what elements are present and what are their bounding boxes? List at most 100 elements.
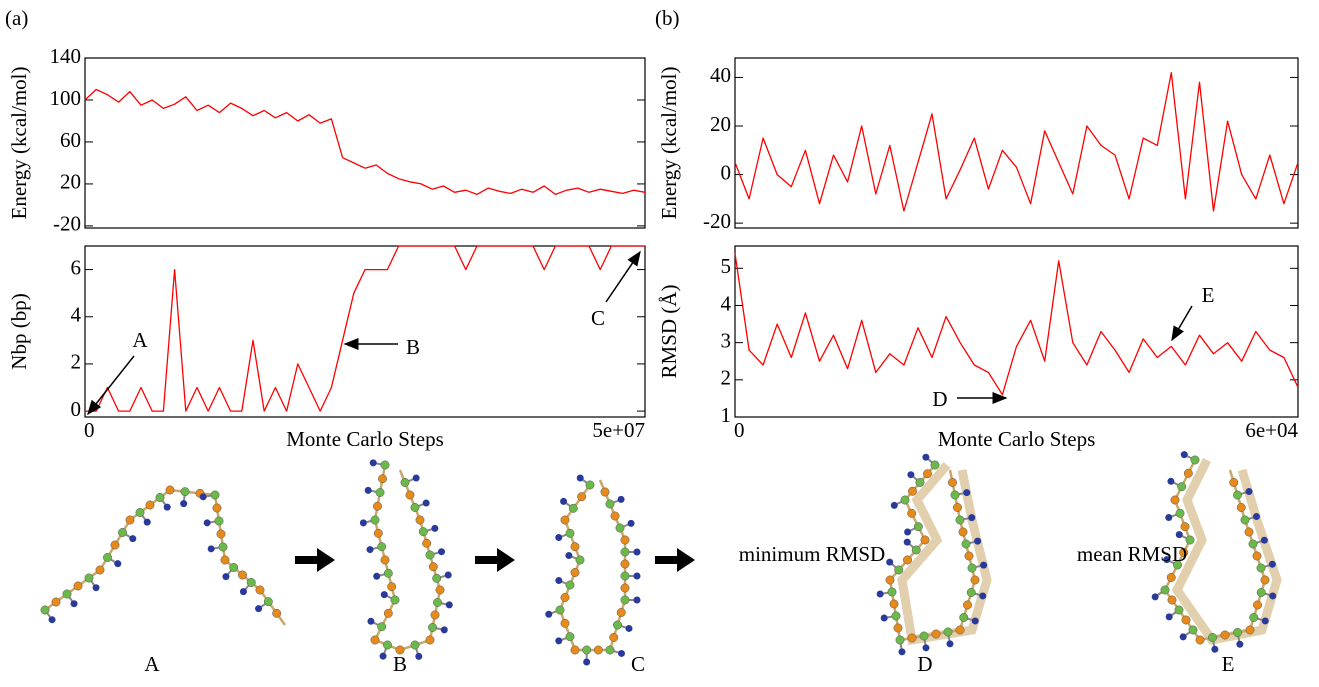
structure-caption: mean RMSD	[1077, 542, 1187, 566]
phosphate-atom	[620, 583, 630, 593]
sugar-atom	[585, 480, 595, 490]
sugar-atom	[263, 597, 273, 607]
sugar-atom	[410, 503, 420, 512]
plot-frame	[84, 245, 646, 418]
structure-label: C	[631, 652, 645, 676]
base-atom	[979, 592, 987, 600]
panel-label: (a)	[5, 6, 28, 30]
sugar-atom	[930, 460, 940, 470]
phosphate-atom	[405, 490, 415, 500]
phosphate-atom	[1244, 527, 1254, 537]
sugar-atom	[1233, 628, 1242, 637]
sugar-atom	[383, 568, 393, 578]
base-atom	[48, 616, 56, 624]
sugar-atom	[1208, 633, 1217, 642]
phosphate-atom	[216, 529, 226, 539]
annotation: C	[591, 306, 605, 330]
sugar-atom	[246, 578, 256, 587]
phosphate-atom	[387, 582, 397, 592]
base-atom	[1151, 593, 1159, 601]
molecule	[1151, 451, 1282, 653]
sugar-atom	[370, 515, 380, 525]
base-atom	[583, 658, 591, 666]
base-atom	[129, 535, 137, 543]
phosphate-atom	[1253, 600, 1262, 610]
phosphate-atom	[903, 555, 912, 565]
base-atom	[70, 600, 78, 608]
sugar-atom	[605, 645, 615, 655]
phosphate-atom	[73, 581, 83, 591]
y-tick-label: -20	[703, 209, 731, 233]
base-atom	[92, 584, 100, 592]
base-atom	[364, 486, 372, 494]
phosphate-atom	[907, 508, 917, 518]
phosphate-atom	[610, 511, 620, 521]
phosphate-atom	[435, 585, 445, 595]
phosphate-atom	[600, 487, 610, 497]
sugar-atom	[229, 563, 239, 572]
base-atom	[1261, 617, 1269, 625]
sugar-atom	[390, 595, 400, 605]
sugar-atom	[620, 571, 630, 581]
structure-caption: minimum RMSD	[739, 542, 885, 566]
sugar-atom	[620, 595, 630, 605]
base-atom	[1269, 592, 1277, 600]
phosphate-atom	[963, 600, 972, 610]
base-atom	[369, 459, 377, 467]
phosphate-atom	[1220, 630, 1230, 640]
molecule	[359, 459, 453, 660]
base-atom	[114, 560, 122, 568]
sugar-atom	[913, 522, 923, 532]
sugar-atom	[1160, 585, 1170, 595]
sugar-atom	[410, 640, 420, 650]
y-tick-label: 40	[710, 63, 731, 87]
structure-label: D	[917, 652, 932, 676]
phosphate-atom	[95, 565, 105, 575]
phosphate-atom	[560, 618, 570, 628]
base-atom	[633, 548, 641, 556]
base-atom	[876, 590, 884, 598]
phosphate-atom	[570, 645, 580, 655]
phosphate-atom	[378, 474, 387, 484]
sugar-atom	[950, 490, 960, 500]
phosphate-atom	[885, 575, 895, 585]
sugar-atom	[375, 488, 385, 497]
base-atom	[880, 614, 888, 622]
sugar-atom	[613, 620, 622, 630]
base-atom	[946, 640, 954, 648]
base-atom	[974, 537, 982, 545]
sugar-atom	[1173, 560, 1182, 570]
annotation: A	[132, 328, 148, 352]
y-tick-label: 140	[50, 44, 82, 68]
phosphate-atom	[1245, 625, 1255, 635]
base-atom	[445, 601, 453, 609]
base-atom	[180, 500, 188, 508]
step-arrow	[295, 548, 335, 572]
phosphate-atom	[1229, 478, 1239, 487]
base-atom	[617, 495, 625, 503]
y-tick-label: 0	[71, 397, 82, 421]
phosphate-atom	[220, 555, 230, 565]
base-atom	[143, 518, 151, 526]
phosphate-atom	[1180, 522, 1190, 532]
base-atom	[255, 605, 263, 613]
phosphate-atom	[570, 542, 580, 552]
phosphate-atom	[110, 540, 120, 550]
sugar-atom	[555, 605, 565, 615]
phosphate-atom	[422, 538, 432, 548]
plot-frame	[84, 57, 646, 229]
phosphate-atom	[560, 593, 570, 602]
base-atom	[576, 474, 584, 482]
sugar-atom	[582, 645, 592, 655]
sugar-atom	[565, 528, 575, 538]
base-atom	[415, 652, 423, 660]
sugar-atom	[1233, 490, 1242, 500]
sugar-atom	[1248, 539, 1258, 549]
base-atom	[922, 644, 930, 652]
base-atom	[898, 648, 906, 656]
phosphate-atom	[373, 528, 383, 538]
sugar-atom	[915, 478, 925, 487]
phosphate-atom	[1166, 573, 1176, 582]
data-line	[734, 71, 1299, 212]
y-tick-label: 1	[721, 403, 732, 427]
